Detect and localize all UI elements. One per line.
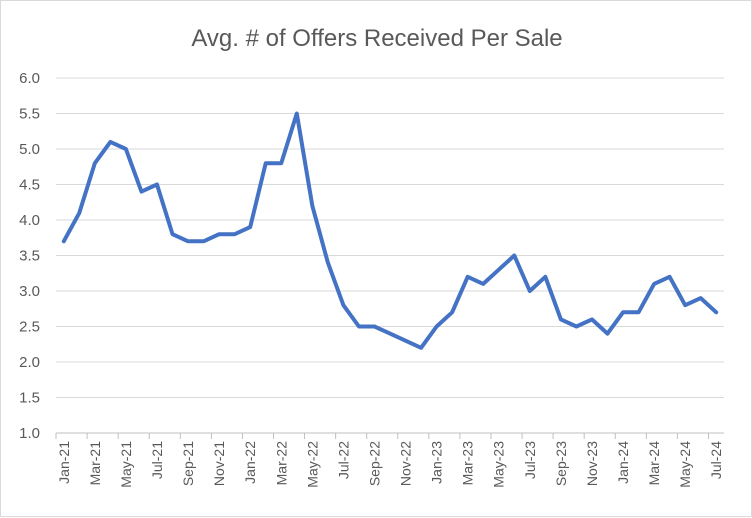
data-point (108, 140, 112, 144)
data-point (217, 232, 221, 236)
data-point (714, 310, 718, 314)
data-point (295, 112, 299, 116)
y-axis-tick-labels: 1.0 1.5 2.0 2.5 3.0 3.5 4.0 4.5 5.0 5.5 6.0 (19, 70, 40, 442)
chart-title: Avg. # of Offers Received Per Sale (191, 25, 562, 52)
data-point (62, 239, 66, 243)
x-tick-label: Sep-23 (553, 441, 569, 486)
data-point (279, 161, 283, 165)
x-tick-label: May-21 (118, 441, 134, 488)
data-point (419, 346, 423, 350)
y-tick-label: 6.0 (19, 70, 40, 87)
data-point (668, 275, 672, 279)
x-tick-label: Sep-22 (366, 441, 382, 486)
data-point (590, 317, 594, 321)
data-point (357, 325, 361, 329)
gridlines (56, 77, 724, 398)
x-tick-label: Sep-21 (180, 441, 196, 486)
y-tick-label: 2.0 (19, 354, 40, 371)
y-tick-label: 4.0 (19, 212, 40, 229)
data-point (171, 232, 175, 236)
x-tick-label: Jan-23 (429, 441, 445, 484)
x-tick-label: Mar-22 (273, 441, 289, 486)
x-tick-label: May-24 (677, 441, 693, 488)
data-point (574, 325, 578, 329)
data-point (637, 310, 641, 314)
series-line (61, 111, 719, 350)
data-point (621, 310, 625, 314)
x-tick-label: Jul-21 (149, 441, 165, 479)
x-tick-label: Jan-24 (615, 441, 631, 484)
data-point (528, 289, 532, 293)
data-point (543, 275, 547, 279)
data-point (264, 161, 268, 165)
x-tick-label: Mar-23 (460, 441, 476, 486)
data-point (233, 232, 237, 236)
y-tick-label: 1.0 (19, 425, 40, 442)
x-tick-label: May-22 (304, 441, 320, 488)
data-point (186, 239, 190, 243)
data-point (450, 310, 454, 314)
data-point (202, 239, 206, 243)
data-point (326, 261, 330, 265)
y-tick-label: 1.5 (19, 390, 40, 407)
data-point (372, 325, 376, 329)
x-tick-label: Jan-22 (242, 441, 258, 484)
data-point (155, 183, 159, 187)
data-point (124, 147, 128, 151)
x-tick-label: May-23 (491, 441, 507, 488)
data-point (248, 225, 252, 229)
y-tick-label: 3.5 (19, 248, 40, 265)
y-tick-label: 5.5 (19, 106, 40, 123)
data-point (481, 282, 485, 286)
data-point (512, 254, 516, 258)
data-point (605, 332, 609, 336)
data-point (93, 161, 97, 165)
y-tick-label: 5.0 (19, 141, 40, 158)
x-tick-label: Nov-22 (398, 441, 414, 486)
data-point (404, 339, 408, 343)
x-tick-label: Mar-21 (87, 441, 103, 486)
x-tick-label: Jul-24 (708, 441, 724, 479)
data-point (341, 303, 345, 307)
data-point (683, 303, 687, 307)
x-tick-label: Nov-23 (584, 441, 600, 486)
data-point (77, 211, 81, 215)
x-tick-label: Jul-22 (335, 441, 351, 479)
x-tick-label: Jan-21 (56, 441, 72, 484)
data-point (310, 204, 314, 208)
data-point (435, 325, 439, 329)
data-point (699, 296, 703, 300)
y-tick-label: 4.5 (19, 177, 40, 194)
x-tick-label: Jul-23 (522, 441, 538, 479)
data-point (559, 317, 563, 321)
series-layer (61, 111, 719, 350)
x-tick-label: Mar-24 (646, 441, 662, 486)
y-tick-label: 2.5 (19, 319, 40, 336)
x-tick-label: Nov-21 (211, 441, 227, 486)
data-point (139, 190, 143, 194)
y-tick-label: 3.0 (19, 283, 40, 300)
data-point (388, 332, 392, 336)
data-point (497, 268, 501, 272)
x-axis-tick-labels: Jan-21 Mar-21 May-21 Jul-21 Sep-21 Nov-21 Jan-… (55, 433, 724, 488)
data-point (652, 282, 656, 286)
data-point (466, 275, 470, 279)
